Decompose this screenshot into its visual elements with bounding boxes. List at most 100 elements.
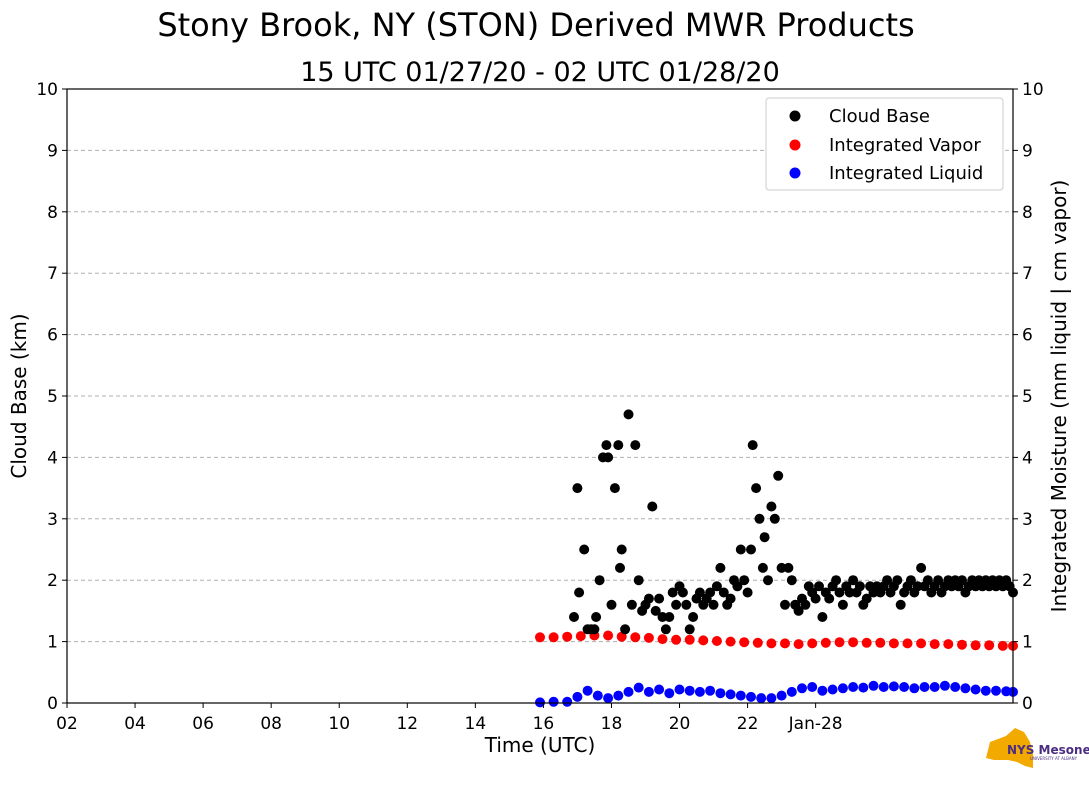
cloud-base-point — [667, 587, 678, 598]
cloud-base-point — [739, 575, 750, 586]
cloud-base-point — [626, 599, 637, 610]
y-tick-label-left: 4 — [47, 448, 58, 468]
chart-subtitle: 15 UTC 01/27/20 - 02 UTC 01/28/20 — [300, 57, 780, 88]
legend-label-integrated-liquid: Integrated Liquid — [829, 163, 983, 184]
integrated-liquid-point — [674, 684, 685, 695]
cloud-base-point — [773, 470, 784, 481]
y-tick-label-right: 10 — [1022, 80, 1044, 100]
cloud-base-point — [660, 624, 671, 635]
cloud-base-point — [834, 587, 845, 598]
integrated-vapor-point — [562, 631, 573, 642]
integrated-vapor-point — [575, 631, 586, 642]
integrated-vapor-point — [671, 634, 682, 645]
cloud-base-point — [688, 612, 699, 622]
cloud-base-point — [742, 587, 753, 598]
integrated-liquid-point — [888, 681, 899, 692]
y-axis-left-label: Cloud Base (km) — [7, 313, 31, 478]
integrated-vapor-point — [861, 637, 872, 648]
integrated-vapor-point — [997, 640, 1008, 651]
integrated-liquid-point — [756, 693, 767, 704]
integrated-liquid-point — [746, 691, 756, 702]
integrated-liquid-point — [705, 685, 716, 696]
cloud-base-point — [769, 513, 780, 524]
integrated-liquid-point — [858, 682, 869, 693]
integrated-vapor-point — [752, 637, 763, 648]
y-tick-label-left: 0 — [47, 694, 58, 714]
cloud-base-point — [837, 599, 848, 610]
y-tick-label-left: 1 — [47, 633, 58, 653]
integrated-liquid-point — [939, 680, 950, 691]
cloud-base-point — [916, 562, 927, 573]
chart-title: Stony Brook, NY (STON) Derived MWR Produ… — [157, 6, 914, 44]
integrated-vapor-point — [902, 638, 913, 649]
cloud-base-point — [572, 483, 583, 494]
legend: Cloud Base Integrated Vapor Integrated L… — [765, 97, 1004, 191]
cloud-base-point — [766, 501, 777, 512]
integrated-liquid-point — [725, 689, 736, 700]
legend-box — [765, 97, 1004, 191]
integrated-vapor-point — [848, 637, 859, 648]
cloud-base-point — [831, 575, 842, 586]
integrated-liquid-point — [827, 684, 838, 695]
cloud-base-point — [814, 581, 824, 592]
y-tick-label-right: 3 — [1022, 510, 1033, 530]
cloud-base-point — [623, 409, 634, 420]
integrated-liquid-point — [970, 684, 981, 695]
x-tick-label: 20 — [669, 714, 691, 734]
integrated-vapor-point — [725, 636, 736, 647]
integrated-vapor-point — [916, 638, 927, 649]
integrated-liquid-point — [807, 682, 818, 692]
cloud-base-point — [681, 599, 692, 610]
integrated-vapor-point — [780, 638, 790, 649]
integrated-liquid-point — [766, 693, 777, 704]
y-tick-label-right: 2 — [1022, 571, 1033, 591]
cloud-base-point — [786, 575, 797, 586]
x-tick-label: Jan-28 — [788, 714, 843, 734]
series-integrated-liquid — [535, 680, 1018, 708]
cloud-base-point — [718, 587, 729, 598]
integrated-liquid-point — [786, 686, 797, 697]
cloud-base-point — [824, 593, 835, 604]
integrated-vapor-point — [603, 630, 614, 641]
y-tick-label-left: 10 — [36, 80, 58, 100]
cloud-base-point — [751, 483, 762, 494]
cloud-base-point — [783, 562, 794, 573]
cloud-base-point — [671, 599, 682, 610]
logo-wordmark: NYS Mesonet — [1007, 743, 1089, 757]
integrated-liquid-point — [654, 684, 665, 695]
y-tick-label-left: 5 — [47, 387, 58, 407]
y-tick-label-left: 2 — [47, 571, 58, 591]
legend-marker-integrated-liquid — [789, 167, 801, 179]
integrated-liquid-point — [817, 685, 828, 696]
cloud-base-point — [650, 605, 661, 616]
cloud-base-point — [606, 599, 617, 610]
integrated-vapor-point — [657, 634, 668, 645]
cloud-base-point — [574, 587, 585, 598]
integrated-liquid-point — [735, 690, 746, 701]
cloud-base-point — [895, 599, 906, 610]
legend-marker-integrated-vapor — [789, 139, 801, 151]
integrated-liquid-point — [899, 682, 910, 692]
series-integrated-vapor — [535, 630, 1018, 651]
legend-label-cloud-base: Cloud Base — [829, 106, 930, 127]
cloud-base-point — [905, 575, 916, 586]
y-tick-label-right: 8 — [1022, 203, 1033, 223]
y-tick-label-right: 1 — [1022, 633, 1033, 653]
y-tick-label-left: 3 — [47, 510, 58, 530]
integrated-vapor-point — [766, 638, 777, 649]
integrated-liquid-point — [603, 693, 614, 704]
integrated-liquid-point — [548, 696, 559, 707]
cloud-base-point — [715, 562, 726, 573]
integrated-vapor-point — [684, 634, 695, 645]
integrated-liquid-point — [643, 686, 654, 697]
cloud-base-point — [601, 440, 612, 451]
cloud-base-point — [620, 624, 631, 635]
integrated-vapor-point — [970, 640, 981, 651]
integrated-liquid-point — [776, 690, 787, 701]
y-tick-label-left: 8 — [47, 203, 58, 223]
integrated-vapor-point — [888, 638, 899, 649]
cloud-base-point — [609, 483, 620, 494]
cloud-base-point — [591, 612, 602, 622]
integrated-vapor-point — [807, 638, 818, 649]
data-points — [535, 409, 1018, 708]
